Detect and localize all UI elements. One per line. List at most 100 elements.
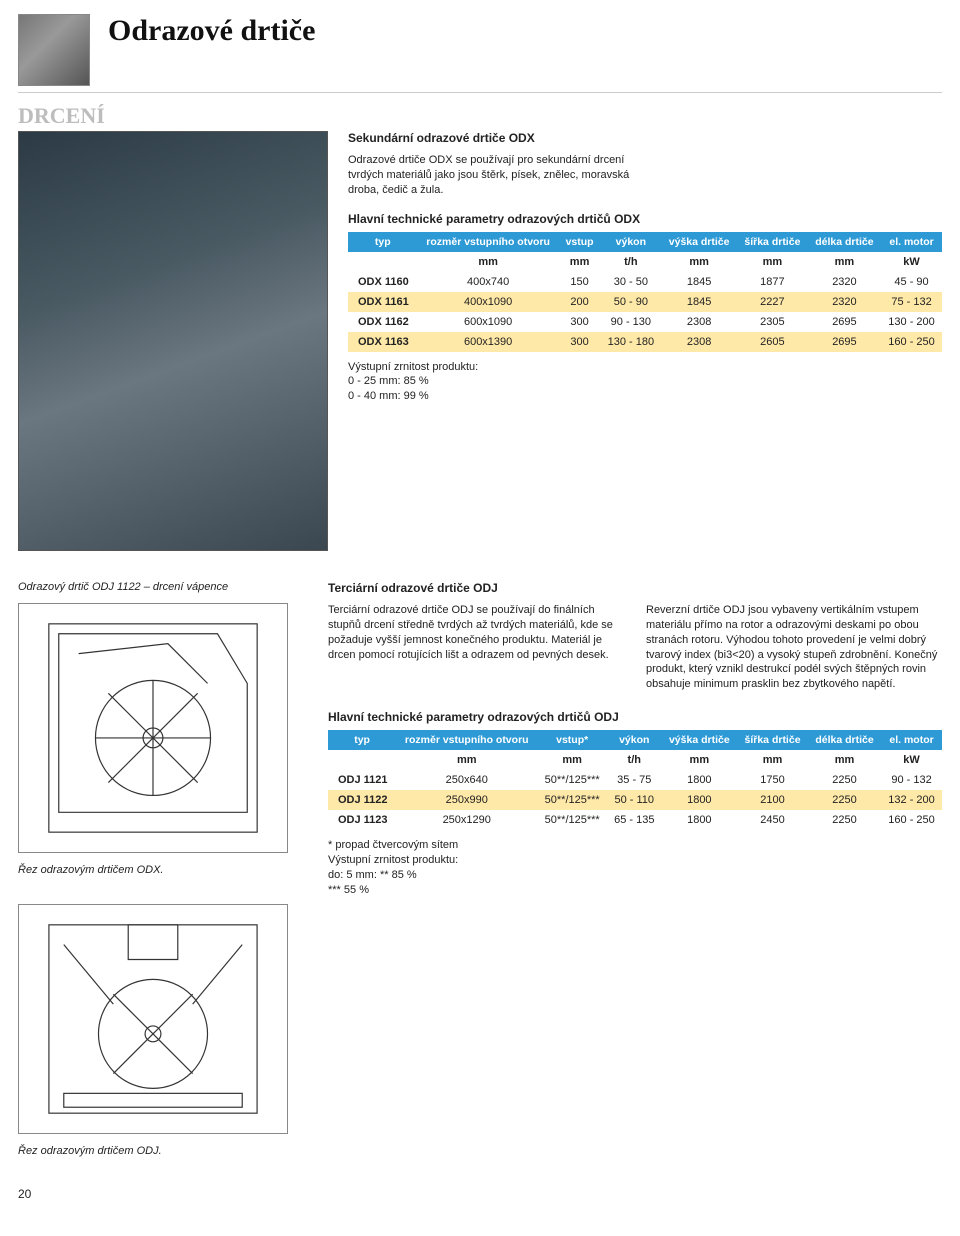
page-number: 20 — [18, 1187, 942, 1201]
table-header: výkon — [600, 232, 661, 252]
table-cell: 2450 — [737, 810, 808, 830]
table-cell: 250x640 — [396, 770, 537, 790]
table-cell: 50 - 110 — [607, 790, 661, 810]
table-cell: 150 — [559, 272, 601, 292]
table-header: šířka drtiče — [737, 232, 808, 252]
table-header: typ — [328, 730, 396, 750]
table-cell: 75 - 132 — [881, 292, 942, 312]
machine-photo — [18, 131, 328, 551]
table-cell: 400x1090 — [418, 292, 559, 312]
table-header: délka drtiče — [808, 730, 881, 750]
odx-diagram — [18, 603, 288, 853]
table-header: rozměr vstupního otvoru — [418, 232, 559, 252]
table-header: délka drtiče — [808, 232, 881, 252]
odx-table: typrozměr vstupního otvoruvstupvýkonvýšk… — [348, 232, 942, 352]
table-cell: 1750 — [737, 770, 808, 790]
odj-para-left: Terciární odrazové drtiče ODJ se používa… — [328, 603, 624, 692]
table-header: rozměr vstupního otvoru — [396, 730, 537, 750]
table-cell: 1800 — [662, 770, 738, 790]
table-cell: ODJ 1122 — [328, 790, 396, 810]
odj-table-title: Hlavní technické parametry odrazových dr… — [328, 710, 942, 724]
table-cell: 1845 — [661, 292, 737, 312]
section-label: DRCENÍ — [18, 103, 942, 129]
table-cell: ODX 1163 — [348, 332, 418, 352]
table-cell: 2308 — [661, 332, 737, 352]
table-cell: 2250 — [808, 810, 881, 830]
table-cell: 132 - 200 — [881, 790, 942, 810]
table-unit: mm — [662, 750, 738, 770]
table-cell: 2320 — [808, 292, 881, 312]
odx-heading: Sekundární odrazové drtiče ODX — [348, 131, 942, 145]
table-cell: 2227 — [737, 292, 808, 312]
odj-para-right: Reverzní drtiče ODJ jsou vybaveny vertik… — [646, 603, 942, 692]
table-cell: 2250 — [808, 770, 881, 790]
table-cell: 1800 — [662, 810, 738, 830]
table-row: ODX 1160400x74015030 - 5018451877232045 … — [348, 272, 942, 292]
table-cell: 130 - 180 — [600, 332, 661, 352]
table-cell: 2320 — [808, 272, 881, 292]
table-cell: 45 - 90 — [881, 272, 942, 292]
table-header: el. motor — [881, 730, 942, 750]
table-row: ODX 1161400x109020050 - 9018452227232075… — [348, 292, 942, 312]
table-cell: 35 - 75 — [607, 770, 661, 790]
table-cell: 400x740 — [418, 272, 559, 292]
table-row: ODJ 1121250x64050**/125***35 - 751800175… — [328, 770, 942, 790]
table-cell: 160 - 250 — [881, 810, 942, 830]
table-cell: 250x990 — [396, 790, 537, 810]
table-header: výkon — [607, 730, 661, 750]
table-cell: 200 — [559, 292, 601, 312]
table-unit: mm — [737, 750, 808, 770]
odj-diagram — [18, 904, 288, 1134]
table-cell: ODJ 1123 — [328, 810, 396, 830]
table-header: vstup — [559, 232, 601, 252]
table-unit: kW — [881, 252, 942, 272]
table-cell: 2695 — [808, 312, 881, 332]
table-cell: 160 - 250 — [881, 332, 942, 352]
table-cell: ODX 1162 — [348, 312, 418, 332]
page-title: Odrazové drtiče — [108, 14, 315, 48]
table-unit — [328, 750, 396, 770]
table-unit: mm — [808, 252, 881, 272]
table-cell: 300 — [559, 312, 601, 332]
table-unit: mm — [418, 252, 559, 272]
table-unit: mm — [537, 750, 607, 770]
table-cell: 2695 — [808, 332, 881, 352]
table-cell: 2305 — [737, 312, 808, 332]
table-cell: 130 - 200 — [881, 312, 942, 332]
table-header: výška drtiče — [662, 730, 738, 750]
table-cell: 90 - 130 — [600, 312, 661, 332]
table-unit: t/h — [607, 750, 661, 770]
odj-diagram-caption: Řez odrazovým drtičem ODJ. — [18, 1145, 942, 1157]
table-unit: kW — [881, 750, 942, 770]
table-header: výška drtiče — [661, 232, 737, 252]
table-cell: 50**/125*** — [537, 810, 607, 830]
table-cell: 250x1290 — [396, 810, 537, 830]
table-row: ODX 1163600x1390300130 - 180230826052695… — [348, 332, 942, 352]
table-cell: 50**/125*** — [537, 770, 607, 790]
table-cell: 2308 — [661, 312, 737, 332]
table-cell: ODX 1160 — [348, 272, 418, 292]
odx-diagram-caption: Řez odrazovým drtičem ODX. — [18, 864, 308, 876]
table-cell: 600x1390 — [418, 332, 559, 352]
table-unit: mm — [808, 750, 881, 770]
table-cell: 50**/125*** — [537, 790, 607, 810]
table-cell: ODX 1161 — [348, 292, 418, 312]
table-unit: mm — [661, 252, 737, 272]
table-cell: 50 - 90 — [600, 292, 661, 312]
table-header: el. motor — [881, 232, 942, 252]
table-unit: t/h — [600, 252, 661, 272]
table-row: ODJ 1123250x129050**/125***65 - 13518002… — [328, 810, 942, 830]
odx-table-title: Hlavní technické parametry odrazových dr… — [348, 212, 942, 226]
table-cell: 1800 — [662, 790, 738, 810]
table-cell: 300 — [559, 332, 601, 352]
table-cell: 1845 — [661, 272, 737, 292]
title-divider — [18, 92, 942, 93]
odj-table: typrozměr vstupního otvoruvstup*výkonvýš… — [328, 730, 942, 830]
odj-caption-top: Odrazový drtič ODJ 1122 – drcení vápence — [18, 581, 308, 593]
odx-notes: Výstupní zrnitost produktu:0 - 25 mm: 85… — [348, 360, 942, 405]
table-cell: 30 - 50 — [600, 272, 661, 292]
table-cell: 600x1090 — [418, 312, 559, 332]
table-unit: mm — [737, 252, 808, 272]
table-cell: 2100 — [737, 790, 808, 810]
table-header: vstup* — [537, 730, 607, 750]
